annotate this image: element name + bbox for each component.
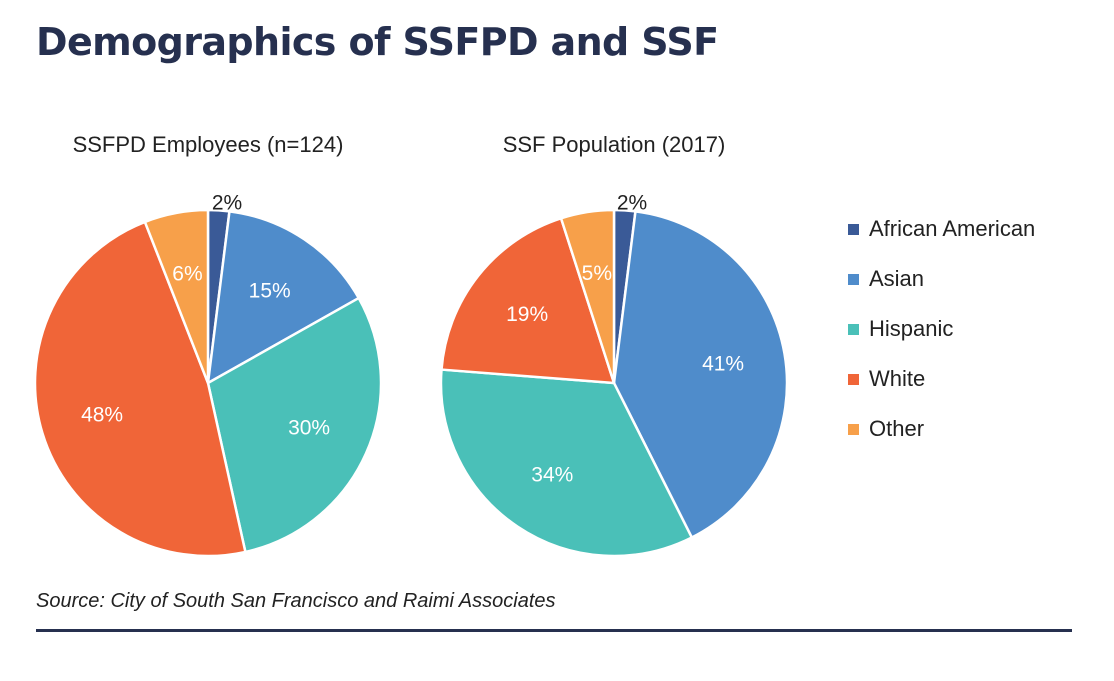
slice-label: 2% (617, 192, 647, 215)
page-title: Demographics of SSFPD and SSF (36, 20, 719, 64)
legend-item: Other (848, 404, 1035, 454)
legend: African American Asian Hispanic White Other (848, 204, 1035, 454)
pie-slice-white (33, 220, 247, 558)
slice-label: 5% (582, 262, 612, 285)
legend-label: African American (869, 216, 1036, 241)
pie-chart-ssf-population: SSF Population (2017) 2% 41% 34% 19% 5% (439, 132, 789, 558)
slice-label: 48% (81, 404, 123, 427)
slice-label: 30% (288, 417, 330, 440)
source-note: Source: City of South San Francisco and … (36, 590, 556, 612)
slice-label: 2% (212, 192, 242, 215)
legend-swatch (848, 423, 859, 435)
pie-slice-asian (206, 210, 360, 385)
pie-slice-asian (612, 210, 789, 539)
pie-slice-hispanic (439, 368, 694, 558)
slice-label: 15% (249, 280, 291, 303)
chart-title-ssfpd-employees: SSFPD Employees (n=124) (73, 132, 344, 157)
pie-slice-other (143, 208, 210, 385)
legend-swatch (848, 373, 859, 385)
chart-title-ssf-population: SSF Population (2017) (503, 132, 726, 157)
slice-label: 34% (531, 463, 573, 486)
slice-label: 41% (702, 353, 744, 376)
pie-chart-ssfpd-employees: SSFPD Employees (n=124) 2% 15% 30% 48% 6% (33, 132, 383, 558)
legend-swatch (848, 323, 859, 335)
slice-label: 19% (506, 303, 548, 326)
legend-label: Hispanic (869, 316, 954, 341)
slice-label: 6% (172, 263, 202, 286)
pie-slice-white (440, 217, 616, 385)
legend-item: African American (848, 204, 1035, 254)
legend-swatch (848, 223, 859, 235)
bottom-divider (36, 629, 1072, 632)
legend-label: Other (869, 416, 925, 441)
legend-item: White (848, 354, 1035, 404)
pie-slice-hispanic (206, 296, 383, 554)
legend-swatch (848, 273, 859, 285)
pie-slice-other (559, 208, 616, 385)
legend-label: Asian (869, 266, 925, 291)
legend-item: Asian (848, 254, 1035, 304)
legend-item: Hispanic (848, 304, 1035, 354)
legend-label: White (869, 366, 926, 391)
